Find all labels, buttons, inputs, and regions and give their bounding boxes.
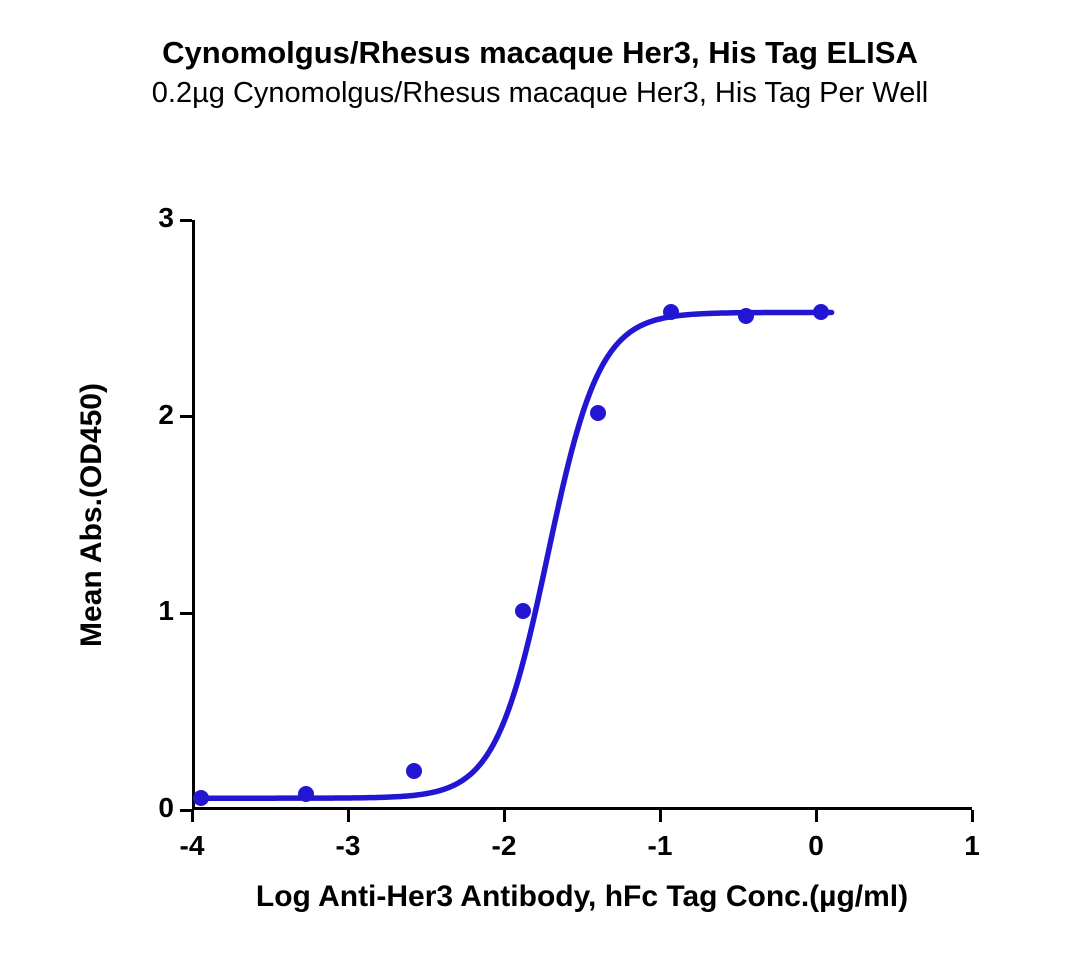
x-tick-label: -3 bbox=[336, 830, 361, 862]
x-tick-label: -1 bbox=[648, 830, 673, 862]
y-tick bbox=[180, 415, 192, 418]
fitted-curve bbox=[201, 312, 831, 798]
title-block: Cynomolgus/Rhesus macaque Her3, His Tag … bbox=[0, 34, 1080, 112]
x-tick-label: -2 bbox=[492, 830, 517, 862]
x-tick bbox=[815, 810, 818, 822]
plot-area: 0 1 2 3 -4 -3 -2 -1 0 1 bbox=[192, 220, 972, 810]
data-point bbox=[663, 304, 679, 320]
data-point bbox=[193, 790, 209, 806]
x-tick bbox=[503, 810, 506, 822]
x-tick bbox=[659, 810, 662, 822]
chart-title: Cynomolgus/Rhesus macaque Her3, His Tag … bbox=[0, 34, 1080, 73]
x-tick-label: -4 bbox=[180, 830, 205, 862]
chart-subtitle: 0.2µg Cynomolgus/Rhesus macaque Her3, Hi… bbox=[0, 75, 1080, 113]
x-tick bbox=[191, 810, 194, 822]
y-tick-label: 2 bbox=[134, 399, 174, 431]
x-tick bbox=[347, 810, 350, 822]
data-point bbox=[515, 603, 531, 619]
y-tick-label: 0 bbox=[134, 792, 174, 824]
y-tick-label: 1 bbox=[134, 595, 174, 627]
data-point bbox=[590, 405, 606, 421]
y-tick-label: 3 bbox=[134, 202, 174, 234]
data-point bbox=[298, 786, 314, 802]
data-point bbox=[813, 304, 829, 320]
x-tick-label: 0 bbox=[808, 830, 824, 862]
x-axis-title: Log Anti-Her3 Antibody, hFc Tag Conc.(µg… bbox=[192, 880, 972, 914]
y-axis-title: Mean Abs.(OD450) bbox=[75, 383, 109, 647]
x-tick bbox=[971, 810, 974, 822]
data-point bbox=[738, 308, 754, 324]
curve-layer bbox=[192, 220, 972, 810]
y-tick bbox=[180, 612, 192, 615]
x-tick-label: 1 bbox=[964, 830, 980, 862]
y-axis-title-wrap: Mean Abs.(OD450) bbox=[72, 220, 112, 810]
y-tick bbox=[180, 219, 192, 222]
data-point bbox=[406, 763, 422, 779]
chart-container: Cynomolgus/Rhesus macaque Her3, His Tag … bbox=[0, 0, 1080, 957]
